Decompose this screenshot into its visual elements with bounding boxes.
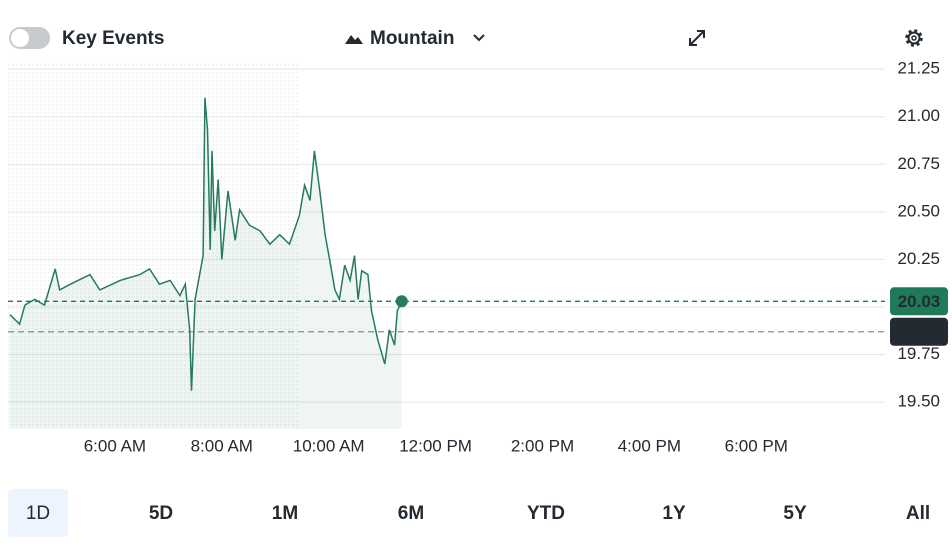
x-tick-label: 4:00 PM [618, 436, 681, 455]
price-badge [890, 287, 948, 316]
x-tick-label: 2:00 PM [511, 436, 574, 455]
mountain-icon[interactable] [345, 35, 363, 44]
y-tick-label: 20.25 [897, 249, 940, 268]
key-events-toggle[interactable]: Key Events [9, 27, 164, 49]
price-badge [890, 317, 948, 346]
gear-body[interactable] [907, 31, 921, 45]
y-tick-label: 19.50 [897, 392, 940, 411]
x-tick-label: 12:00 PM [399, 436, 472, 455]
range-buttons: 1D 5D 1M 6M YTD 1Y 5Y All [8, 489, 930, 537]
last-point [395, 295, 408, 308]
y-tick-label: 21.25 [897, 59, 940, 78]
y-tick-label: 20.50 [897, 201, 940, 220]
expand-icon[interactable] [689, 30, 705, 46]
toggle-knob[interactable] [11, 29, 29, 47]
y-tick-label: 20.75 [897, 154, 940, 173]
chart-style-menu[interactable]: Mountain [345, 28, 485, 49]
range-button[interactable]: All [906, 503, 930, 524]
range-button[interactable]: 1D [26, 503, 50, 524]
plot: 19.5019.7520.0020.2520.5020.7521.0021.25… [8, 59, 948, 455]
price-badge-label: 19.87 [898, 322, 941, 341]
gear-hole[interactable] [911, 35, 917, 41]
y-tick-label: 21.00 [897, 106, 940, 125]
settings-button[interactable] [905, 29, 923, 47]
toggle-label[interactable]: Key Events [62, 28, 164, 49]
y-tick-label: 19.75 [897, 344, 940, 363]
expand-button[interactable] [689, 30, 705, 46]
chevron[interactable] [473, 34, 485, 42]
area [9, 97, 402, 429]
chart-style-label[interactable]: Mountain [370, 28, 454, 49]
x-tick-label: 6:00 PM [725, 436, 788, 455]
range-button[interactable]: YTD [527, 503, 565, 524]
range-button[interactable]: 5Y [783, 503, 807, 524]
x-tick-label: 10:00 AM [293, 436, 365, 455]
range-button[interactable]: 6M [398, 503, 424, 524]
range-button[interactable]: 1M [272, 503, 298, 524]
gear-teeth[interactable] [905, 29, 923, 47]
price-line [9, 97, 403, 391]
x-tick-label: 6:00 AM [84, 436, 146, 455]
x-tick-label: 8:00 AM [191, 436, 253, 455]
price-badge-label: 20.03 [898, 292, 941, 311]
range-button[interactable]: 1Y [662, 503, 686, 524]
premarket-shade [8, 61, 300, 429]
selected-range-bg[interactable] [8, 489, 68, 537]
range-button[interactable]: 5D [149, 503, 173, 524]
